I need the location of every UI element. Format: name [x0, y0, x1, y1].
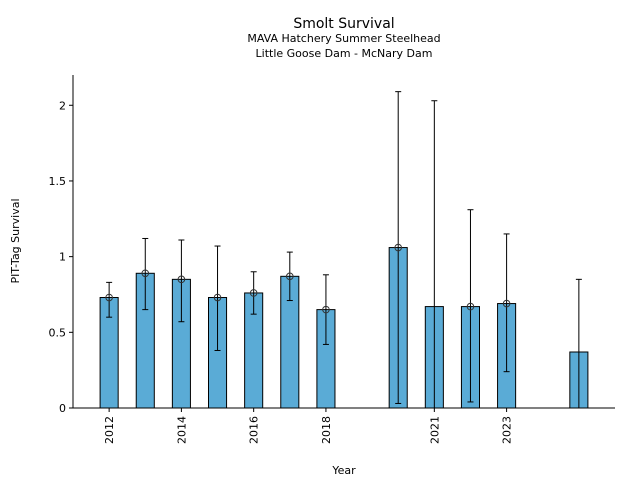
point-marker-2020 — [394, 243, 403, 252]
point-marker-2016 — [249, 289, 258, 297]
point-marker-2023 — [502, 299, 511, 308]
x-tick-label: 2016 — [248, 416, 261, 444]
point-marker-2015 — [213, 293, 222, 302]
y-axis-label: PIT-Tag Survival — [9, 198, 22, 283]
y-tick-label: 1.5 — [49, 175, 67, 188]
y-tick-label: 0 — [59, 402, 66, 415]
x-tick-label: 2014 — [175, 416, 188, 444]
chart-subtitle-2: Little Goose Dam - McNary Dam — [256, 47, 433, 60]
point-marker-2012 — [105, 293, 113, 302]
y-tick-label: 2 — [59, 99, 66, 112]
point-marker-2022 — [466, 302, 475, 311]
x-tick-label: 2021 — [428, 416, 441, 444]
point-marker-2018 — [322, 305, 330, 314]
point-marker-2013 — [141, 269, 150, 278]
point-marker-2014 — [177, 275, 186, 284]
x-tick-label: 2012 — [103, 416, 116, 444]
point-marker-2017 — [286, 272, 294, 281]
x-tick-label: 2023 — [501, 416, 514, 444]
y-tick-label: 0.5 — [49, 326, 67, 339]
x-axis-label: Year — [331, 464, 356, 477]
chart-subtitle-1: MAVA Hatchery Summer Steelhead — [247, 32, 440, 45]
x-tick-label: 2018 — [320, 416, 333, 444]
chart-title: Smolt Survival — [293, 16, 394, 32]
y-tick-label: 1 — [59, 251, 66, 264]
